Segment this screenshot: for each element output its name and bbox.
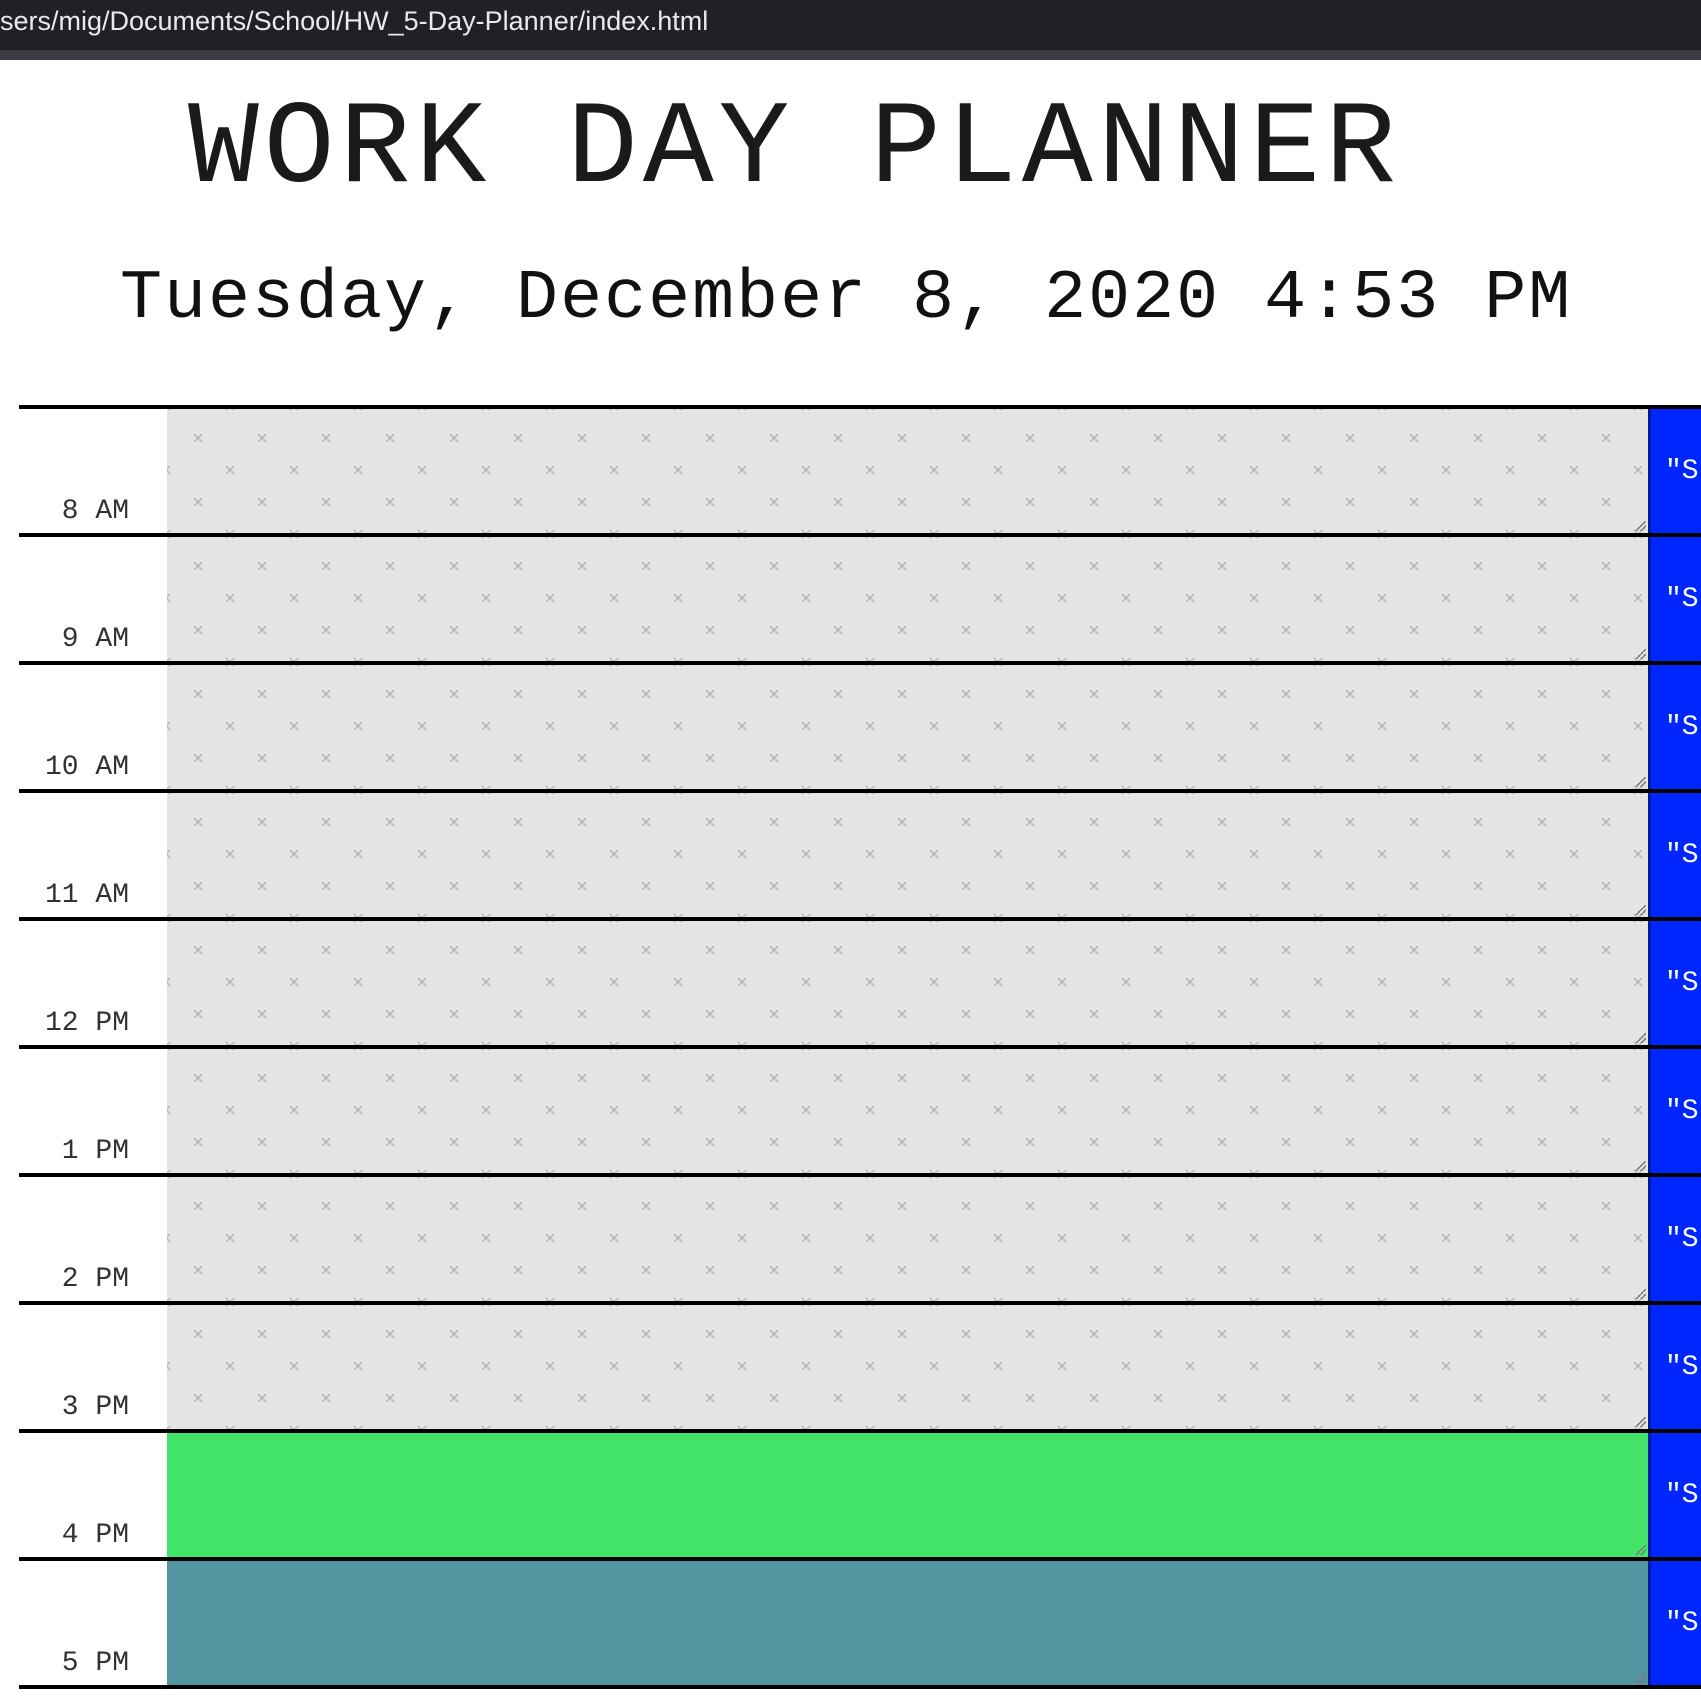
hour-label-cell: 12 PM: [19, 921, 167, 1045]
event-description-input[interactable]: [167, 1433, 1648, 1557]
hour-label-cell: 2 PM: [19, 1177, 167, 1301]
save-button[interactable]: "S: [1648, 793, 1701, 917]
hour-label: 10 AM: [44, 752, 129, 783]
hour-label: 3 PM: [61, 1392, 129, 1423]
hour-label: 1 PM: [61, 1136, 129, 1167]
save-button[interactable]: "S: [1648, 1561, 1701, 1685]
hour-label: 8 AM: [61, 496, 129, 527]
time-block-list: 8 AM "S 9 AM "S 10 AM "S 11 AM "S 12 PM: [19, 405, 1701, 1689]
resize-grip-icon[interactable]: [1636, 1289, 1646, 1299]
save-button[interactable]: "S: [1648, 1177, 1701, 1301]
time-block-row: 2 PM "S: [19, 1177, 1701, 1305]
time-block-row: 10 AM "S: [19, 665, 1701, 793]
hour-label: 4 PM: [61, 1520, 129, 1551]
resize-grip-icon[interactable]: [1636, 777, 1646, 787]
resize-grip-icon[interactable]: [1636, 1673, 1646, 1683]
resize-grip-icon[interactable]: [1636, 1417, 1646, 1427]
save-button[interactable]: "S: [1648, 1305, 1701, 1429]
event-description-input[interactable]: [167, 409, 1648, 533]
event-description-input[interactable]: [167, 793, 1648, 917]
time-block-row: 5 PM "S: [19, 1561, 1701, 1689]
hour-label-cell: 8 AM: [19, 409, 167, 533]
event-description-input[interactable]: [167, 921, 1648, 1045]
current-date-time: Tuesday, December 8, 2020 4:53 PM: [120, 260, 1573, 339]
time-block-row: 11 AM "S: [19, 793, 1701, 921]
event-description-input[interactable]: [167, 1305, 1648, 1429]
hour-label: 9 AM: [61, 624, 129, 655]
hour-label: 5 PM: [61, 1648, 129, 1679]
resize-grip-icon[interactable]: [1636, 905, 1646, 915]
browser-address-bar: sers/mig/Documents/School/HW_5-Day-Plann…: [0, 0, 1701, 60]
time-block-row: 4 PM "S: [19, 1433, 1701, 1561]
event-description-input[interactable]: [167, 665, 1648, 789]
save-button[interactable]: "S: [1648, 409, 1701, 533]
event-description-input[interactable]: [167, 537, 1648, 661]
time-block-row: 3 PM "S: [19, 1305, 1701, 1433]
page-title: WORK DAY PLANNER: [188, 84, 1401, 217]
save-button[interactable]: "S: [1648, 1049, 1701, 1173]
planner-page: WORK DAY PLANNER Tuesday, December 8, 20…: [0, 60, 1701, 1701]
resize-grip-icon[interactable]: [1636, 521, 1646, 531]
resize-grip-icon[interactable]: [1636, 1545, 1646, 1555]
save-button[interactable]: "S: [1648, 537, 1701, 661]
time-block-row: 9 AM "S: [19, 537, 1701, 665]
event-description-input[interactable]: [167, 1561, 1648, 1685]
time-block-row: 1 PM "S: [19, 1049, 1701, 1177]
hour-label-cell: 5 PM: [19, 1561, 167, 1685]
time-block-row: 12 PM "S: [19, 921, 1701, 1049]
resize-grip-icon[interactable]: [1636, 649, 1646, 659]
hour-label-cell: 11 AM: [19, 793, 167, 917]
event-description-input[interactable]: [167, 1049, 1648, 1173]
hour-label-cell: 3 PM: [19, 1305, 167, 1429]
hour-label-cell: 9 AM: [19, 537, 167, 661]
hour-label: 11 AM: [44, 880, 129, 911]
hour-label-cell: 10 AM: [19, 665, 167, 789]
event-description-input[interactable]: [167, 1177, 1648, 1301]
resize-grip-icon[interactable]: [1636, 1033, 1646, 1043]
hour-label-cell: 4 PM: [19, 1433, 167, 1557]
save-button[interactable]: "S: [1648, 921, 1701, 1045]
time-block-row: 8 AM "S: [19, 409, 1701, 537]
hour-label-cell: 1 PM: [19, 1049, 167, 1173]
save-button[interactable]: "S: [1648, 665, 1701, 789]
url-text[interactable]: sers/mig/Documents/School/HW_5-Day-Plann…: [0, 6, 709, 36]
resize-grip-icon[interactable]: [1636, 1161, 1646, 1171]
hour-label: 2 PM: [61, 1264, 129, 1295]
hour-label: 12 PM: [44, 1008, 129, 1039]
save-button[interactable]: "S: [1648, 1433, 1701, 1557]
